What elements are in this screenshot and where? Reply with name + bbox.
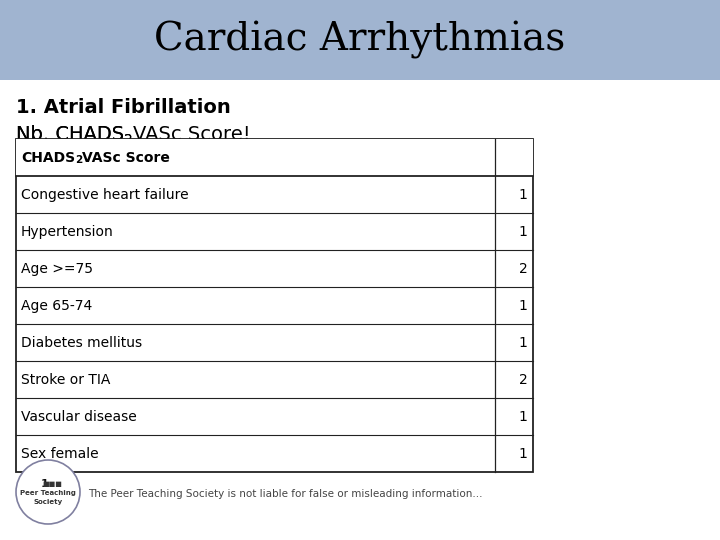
Text: VASc Score: VASc Score — [82, 151, 170, 165]
Text: Stroke or TIA: Stroke or TIA — [21, 373, 110, 387]
Text: Peer Teaching: Peer Teaching — [20, 490, 76, 496]
Text: Diabetes mellitus: Diabetes mellitus — [21, 336, 142, 350]
Circle shape — [16, 460, 80, 524]
Text: 1: 1 — [519, 447, 528, 461]
Text: CHADS: CHADS — [21, 151, 75, 165]
Text: 2: 2 — [519, 262, 528, 276]
Text: Vascular disease: Vascular disease — [21, 410, 137, 424]
Text: 1: 1 — [519, 299, 528, 313]
Text: 2: 2 — [124, 133, 133, 147]
Text: Sex female: Sex female — [21, 447, 99, 461]
Text: Nb. CHADS: Nb. CHADS — [16, 125, 124, 144]
Text: 1. Atrial Fibrillation: 1. Atrial Fibrillation — [16, 98, 230, 117]
Text: 1: 1 — [41, 479, 49, 489]
Text: Age >=75: Age >=75 — [21, 262, 93, 276]
Text: The Peer Teaching Society is not liable for false or misleading information...: The Peer Teaching Society is not liable … — [88, 489, 482, 499]
Text: Cardiac Arrhythmias: Cardiac Arrhythmias — [154, 21, 566, 59]
Text: Age 65-74: Age 65-74 — [21, 299, 92, 313]
Text: 1: 1 — [519, 225, 528, 239]
Text: 2: 2 — [519, 373, 528, 387]
Text: ■■■: ■■■ — [42, 481, 62, 487]
Text: 1: 1 — [519, 188, 528, 202]
Text: 1: 1 — [519, 410, 528, 424]
Text: Congestive heart failure: Congestive heart failure — [21, 188, 189, 202]
Text: 1: 1 — [519, 336, 528, 350]
Text: Hypertension: Hypertension — [21, 225, 114, 239]
Text: 2: 2 — [124, 133, 133, 147]
Text: VASc Score!: VASc Score! — [133, 125, 251, 144]
Bar — [16, 139, 533, 176]
Text: 2: 2 — [75, 156, 82, 165]
Bar — [16, 139, 533, 472]
Text: Nb. CHADS: Nb. CHADS — [16, 125, 124, 144]
Bar — [0, 0, 720, 80]
Text: Society: Society — [33, 499, 63, 505]
